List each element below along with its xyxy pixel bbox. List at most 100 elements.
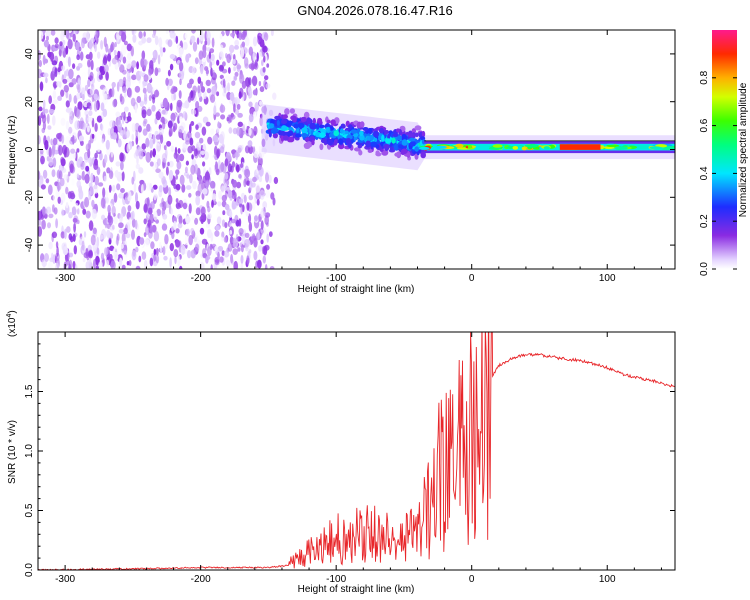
noise-speck: [264, 75, 269, 81]
noise-speck: [75, 202, 79, 210]
noise-speck: [270, 192, 275, 200]
noise-speck: [68, 233, 73, 241]
signal-speck: [359, 121, 365, 128]
noise-speck: [126, 143, 131, 154]
noise-speck: [96, 236, 100, 248]
noise-speck: [200, 179, 204, 185]
noise-speck: [194, 243, 200, 252]
noise-speck: [176, 160, 182, 170]
noise-speck: [273, 176, 279, 185]
noise-speck: [231, 189, 236, 196]
noise-speck: [254, 183, 261, 193]
noise-speck: [155, 134, 161, 140]
noise-speck: [94, 42, 97, 53]
noise-speck: [67, 191, 72, 199]
noise-speck: [202, 161, 206, 167]
noise-speck: [188, 192, 192, 198]
noise-speck: [169, 257, 172, 268]
noise-speck: [240, 128, 244, 139]
noise-speck: [191, 66, 196, 75]
noise-speck: [216, 59, 220, 66]
noise-speck: [48, 157, 54, 167]
noise-speck: [211, 199, 214, 208]
noise-speck: [77, 84, 81, 94]
noise-speck: [81, 37, 85, 49]
signal-speck: [375, 150, 380, 156]
noise-speck: [252, 89, 258, 96]
noise-speck: [221, 136, 225, 146]
signal-speck: [333, 130, 340, 137]
noise-speck: [240, 263, 244, 269]
noise-speck: [39, 149, 44, 155]
noise-speck: [142, 81, 145, 90]
noise-speck: [169, 53, 176, 60]
noise-speck: [227, 243, 233, 252]
noise-speck: [52, 137, 58, 146]
noise-speck: [154, 35, 159, 46]
signal-speck: [362, 127, 369, 131]
noise-speck: [162, 245, 166, 256]
noise-speck: [71, 78, 77, 85]
noise-speck: [229, 230, 233, 235]
noise-speck: [191, 215, 196, 221]
noise-speck: [131, 30, 135, 36]
noise-speck: [259, 86, 265, 93]
noise-speck: [253, 150, 259, 159]
noise-speck: [269, 266, 275, 269]
noise-speck: [77, 62, 83, 69]
signal-speck: [292, 116, 297, 123]
noise-speck: [131, 218, 136, 228]
noise-speck: [217, 201, 222, 207]
noise-speck: [98, 182, 104, 187]
noise-speck: [68, 68, 74, 80]
noise-speck: [74, 264, 78, 269]
noise-speck: [178, 215, 183, 225]
noise-speck: [253, 126, 258, 136]
noise-speck: [257, 164, 262, 171]
signal-speck: [400, 148, 408, 155]
noise-speck: [259, 189, 265, 200]
noise-speck: [229, 44, 235, 54]
noise-speck: [40, 155, 45, 165]
noise-speck: [104, 154, 108, 164]
signal-speck: [339, 128, 344, 134]
noise-speck: [101, 229, 107, 240]
noise-speck: [246, 202, 250, 211]
tone-speck: [455, 143, 464, 148]
noise-speck: [82, 94, 85, 101]
noise-speck: [90, 59, 94, 71]
noise-speck: [200, 150, 206, 156]
noise-speck: [231, 199, 237, 210]
noise-speck: [244, 238, 250, 248]
noise-speck: [204, 171, 210, 182]
signal-speck: [409, 141, 416, 147]
noise-speck: [237, 147, 242, 154]
noise-speck: [248, 113, 254, 123]
noise-speck: [146, 108, 152, 117]
noise-speck: [110, 148, 114, 158]
noise-speck: [43, 40, 50, 48]
noise-speck: [119, 257, 123, 267]
noise-speck: [270, 30, 274, 37]
noise-speck: [217, 121, 220, 128]
noise-speck: [175, 183, 181, 191]
noise-speck: [142, 128, 148, 136]
noise-speck: [38, 218, 42, 226]
noise-speck: [121, 44, 127, 56]
noise-speck: [108, 170, 114, 180]
noise-speck: [85, 31, 90, 42]
noise-speck: [213, 105, 217, 116]
signal-speck: [317, 117, 323, 123]
noise-speck: [249, 90, 253, 98]
noise-speck: [121, 264, 126, 269]
noise-speck: [191, 154, 194, 160]
signal-speck: [391, 137, 396, 144]
noise-speck: [219, 74, 224, 80]
noise-speck: [100, 252, 105, 261]
noise-speck: [142, 87, 147, 94]
noise-speck: [131, 74, 137, 81]
noise-speck: [245, 246, 249, 252]
noise-speck: [195, 207, 201, 216]
noise-speck: [191, 109, 197, 115]
noise-speck: [252, 201, 256, 211]
